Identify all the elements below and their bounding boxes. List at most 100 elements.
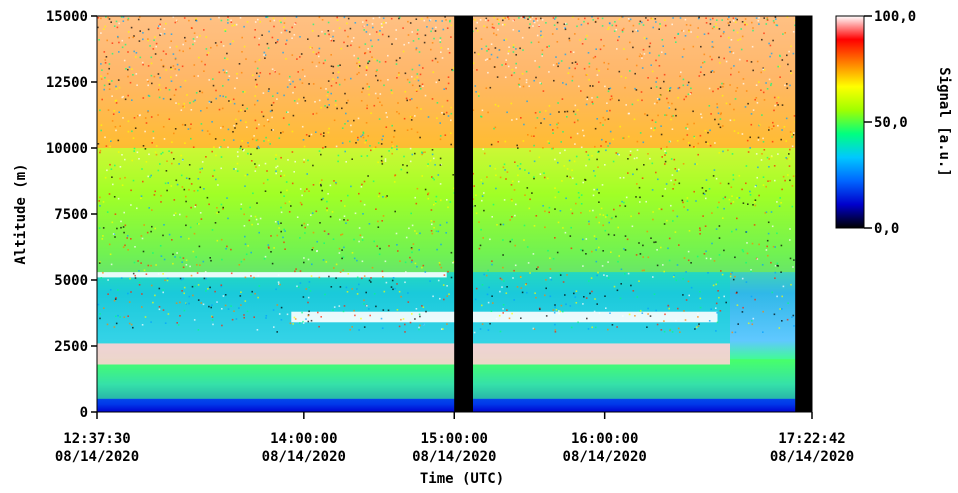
noise-speck	[152, 48, 155, 50]
noise-speck	[659, 25, 662, 27]
noise-speck	[103, 84, 106, 87]
noise-speck	[639, 132, 642, 134]
noise-speck	[442, 328, 444, 330]
noise-speck	[696, 36, 699, 38]
noise-speck	[275, 158, 277, 160]
noise-speck	[745, 90, 748, 92]
noise-speck	[768, 126, 770, 129]
noise-speck	[337, 154, 340, 157]
noise-speck	[98, 39, 100, 41]
noise-speck	[230, 19, 232, 22]
noise-speck	[361, 277, 363, 280]
noise-speck	[400, 295, 402, 298]
noise-speck	[406, 164, 408, 167]
noise-speck	[369, 51, 371, 53]
noise-speck	[769, 55, 771, 58]
noise-speck	[515, 118, 518, 120]
noise-speck	[320, 198, 323, 201]
noise-speck	[294, 318, 297, 320]
noise-speck	[773, 21, 775, 24]
noise-speck	[755, 17, 758, 19]
noise-speck	[537, 41, 540, 43]
noise-speck	[717, 112, 720, 115]
noise-speck	[447, 115, 450, 117]
noise-speck	[746, 23, 748, 26]
noise-speck	[110, 168, 113, 170]
noise-speck	[575, 290, 578, 292]
noise-speck	[705, 257, 708, 260]
noise-speck	[321, 189, 323, 192]
noise-speck	[231, 24, 234, 27]
noise-speck	[244, 300, 247, 302]
noise-speck	[494, 167, 497, 170]
noise-speck	[629, 18, 632, 21]
noise-speck	[136, 207, 138, 210]
noise-speck	[501, 278, 503, 281]
noise-speck	[298, 98, 300, 101]
noise-speck	[444, 16, 446, 18]
noise-speck	[524, 283, 527, 286]
noise-speck	[103, 88, 105, 91]
noise-speck	[168, 118, 171, 120]
noise-speck	[496, 18, 499, 20]
noise-speck	[227, 22, 229, 24]
noise-speck	[746, 60, 748, 62]
noise-speck	[588, 158, 591, 161]
noise-speck	[127, 130, 130, 133]
noise-speck	[409, 116, 412, 118]
noise-speck	[473, 185, 475, 187]
noise-speck	[627, 272, 630, 275]
noise-speck	[739, 38, 741, 41]
noise-speck	[485, 19, 487, 21]
noise-speck	[312, 51, 315, 53]
noise-speck	[722, 32, 725, 35]
noise-speck	[414, 115, 416, 117]
noise-speck	[720, 270, 722, 272]
noise-speck	[179, 256, 181, 259]
noise-speck	[548, 45, 550, 47]
noise-speck	[266, 16, 269, 18]
noise-speck	[245, 121, 247, 123]
noise-speck	[714, 118, 716, 121]
noise-speck	[718, 152, 721, 154]
noise-speck	[365, 139, 367, 142]
noise-speck	[220, 238, 223, 241]
noise-speck	[582, 181, 584, 184]
noise-speck	[733, 119, 735, 121]
noise-speck	[111, 95, 113, 97]
noise-speck	[495, 317, 498, 320]
noise-speck	[385, 112, 387, 114]
signal-layer	[97, 359, 796, 399]
noise-speck	[396, 244, 398, 246]
noise-speck	[153, 194, 156, 196]
noise-speck	[417, 29, 419, 31]
noise-speck	[792, 175, 795, 177]
noise-speck	[145, 273, 148, 275]
signal-layer	[291, 311, 718, 323]
noise-speck	[490, 143, 493, 146]
noise-speck	[709, 18, 712, 21]
noise-speck	[666, 219, 668, 222]
noise-speck	[197, 75, 199, 77]
noise-speck	[441, 20, 443, 22]
noise-speck	[222, 95, 224, 98]
noise-speck	[697, 313, 699, 315]
noise-speck	[550, 278, 553, 281]
noise-speck	[712, 90, 714, 93]
noise-speck	[306, 188, 308, 190]
noise-speck	[585, 297, 588, 299]
noise-speck	[320, 184, 322, 187]
noise-speck	[528, 207, 531, 210]
noise-speck	[620, 268, 623, 271]
noise-speck	[338, 305, 341, 307]
noise-speck	[176, 322, 178, 324]
noise-speck	[525, 70, 528, 73]
noise-speck	[130, 204, 132, 206]
noise-speck	[592, 85, 594, 87]
noise-speck	[529, 18, 532, 21]
noise-speck	[183, 286, 186, 289]
noise-speck	[568, 67, 571, 69]
noise-speck	[591, 16, 593, 18]
noise-speck	[615, 215, 617, 218]
noise-speck	[607, 68, 609, 70]
